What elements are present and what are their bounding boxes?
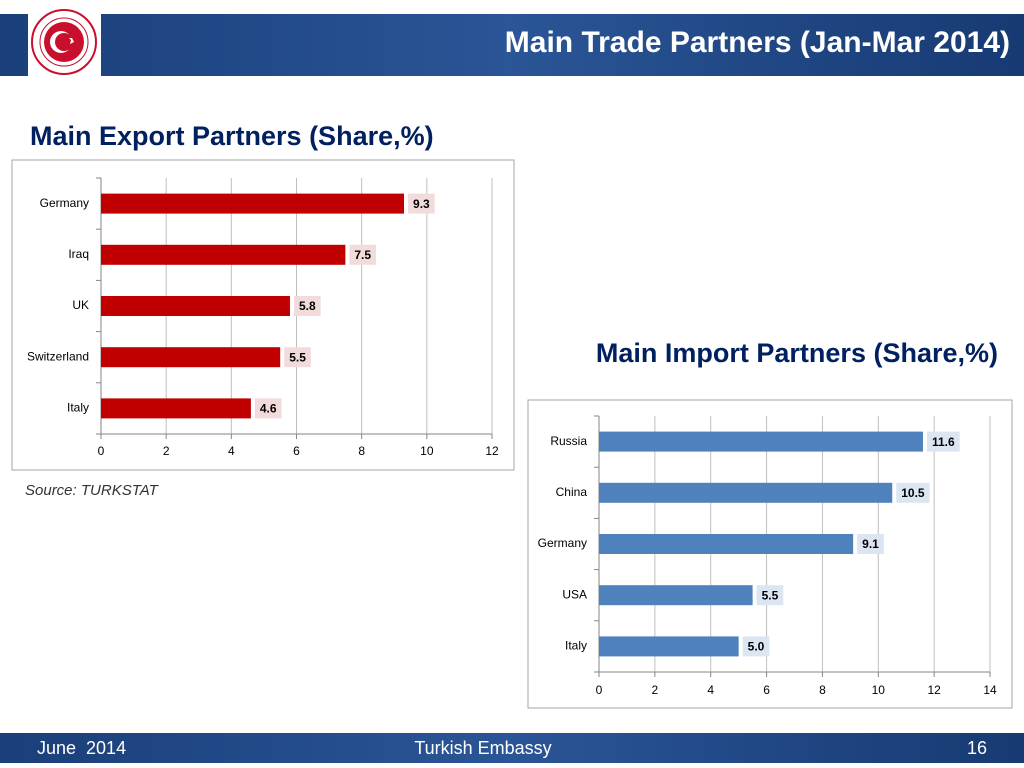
x-tick-label: 8 [819,683,826,697]
value-label-bg [857,534,884,554]
value-label: 9.3 [413,197,430,211]
y-tick-label: China [556,485,588,499]
value-label: 5.5 [762,588,779,602]
bar [101,347,281,368]
logo-star [69,38,74,44]
value-label: 9.1 [862,537,879,551]
bar [599,585,753,606]
value-label-bg [349,244,377,265]
source-note: Source: TURKSTAT [25,482,160,499]
x-tick-label: 4 [228,444,235,458]
value-label-bg [896,482,930,503]
y-tick-label: UK [72,298,89,312]
bar [599,636,739,657]
y-tick-label: Germany [538,536,587,550]
x-tick-label: 10 [420,444,434,458]
value-label: 11.6 [932,435,955,449]
x-tick-label: 12 [927,683,941,697]
value-label-bg [742,636,770,657]
page-number: 16 [967,738,987,758]
logo-ring [39,17,89,67]
bar [599,431,923,452]
y-tick-label: Italy [67,401,89,415]
x-tick-label: 0 [596,683,603,697]
bar [599,534,854,554]
chart-title: Main Export Partners (Share,%) [30,121,434,151]
y-tick-label: Russia [550,434,587,448]
value-label-bg [408,193,435,214]
bar [101,296,290,316]
value-label: 7.5 [354,248,371,262]
slide-title: Main Trade Partners (Jan-Mar 2014) [505,26,1010,59]
y-tick-label: Iraq [68,247,89,261]
value-label: 4.6 [260,402,277,416]
y-tick-label: Germany [40,196,89,210]
chart-title: Main Import Partners (Share,%) [596,338,998,368]
logo-crescent-cut [55,33,73,51]
value-label-bg [293,296,321,316]
value-label-bg [926,431,960,452]
x-tick-label: 14 [983,683,997,697]
x-tick-label: 0 [98,444,105,458]
bar [599,482,893,503]
x-tick-label: 12 [485,444,499,458]
x-tick-label: 10 [872,683,886,697]
bar [101,193,405,214]
header-band [0,14,1024,76]
x-tick-label: 2 [163,444,170,458]
x-tick-label: 6 [293,444,300,458]
y-tick-label: Italy [565,639,587,653]
value-label-bg [254,398,282,419]
value-label: 5.5 [289,350,306,364]
footer-band [0,733,1024,763]
x-tick-label: 2 [652,683,659,697]
y-tick-label: Switzerland [27,349,89,363]
value-label-bg [284,347,311,368]
value-label: 5.0 [748,640,765,654]
value-label: 10.5 [901,486,925,500]
value-label-bg [756,585,784,606]
x-tick-label: 6 [763,683,770,697]
value-label: 5.8 [299,299,316,313]
bar [101,244,346,265]
footer-organization: Turkish Embassy [414,738,551,758]
bar [101,398,251,419]
x-tick-label: 4 [707,683,714,697]
x-tick-label: 8 [358,444,365,458]
footer-date: June 2014 [37,738,126,758]
y-tick-label: USA [562,587,587,601]
